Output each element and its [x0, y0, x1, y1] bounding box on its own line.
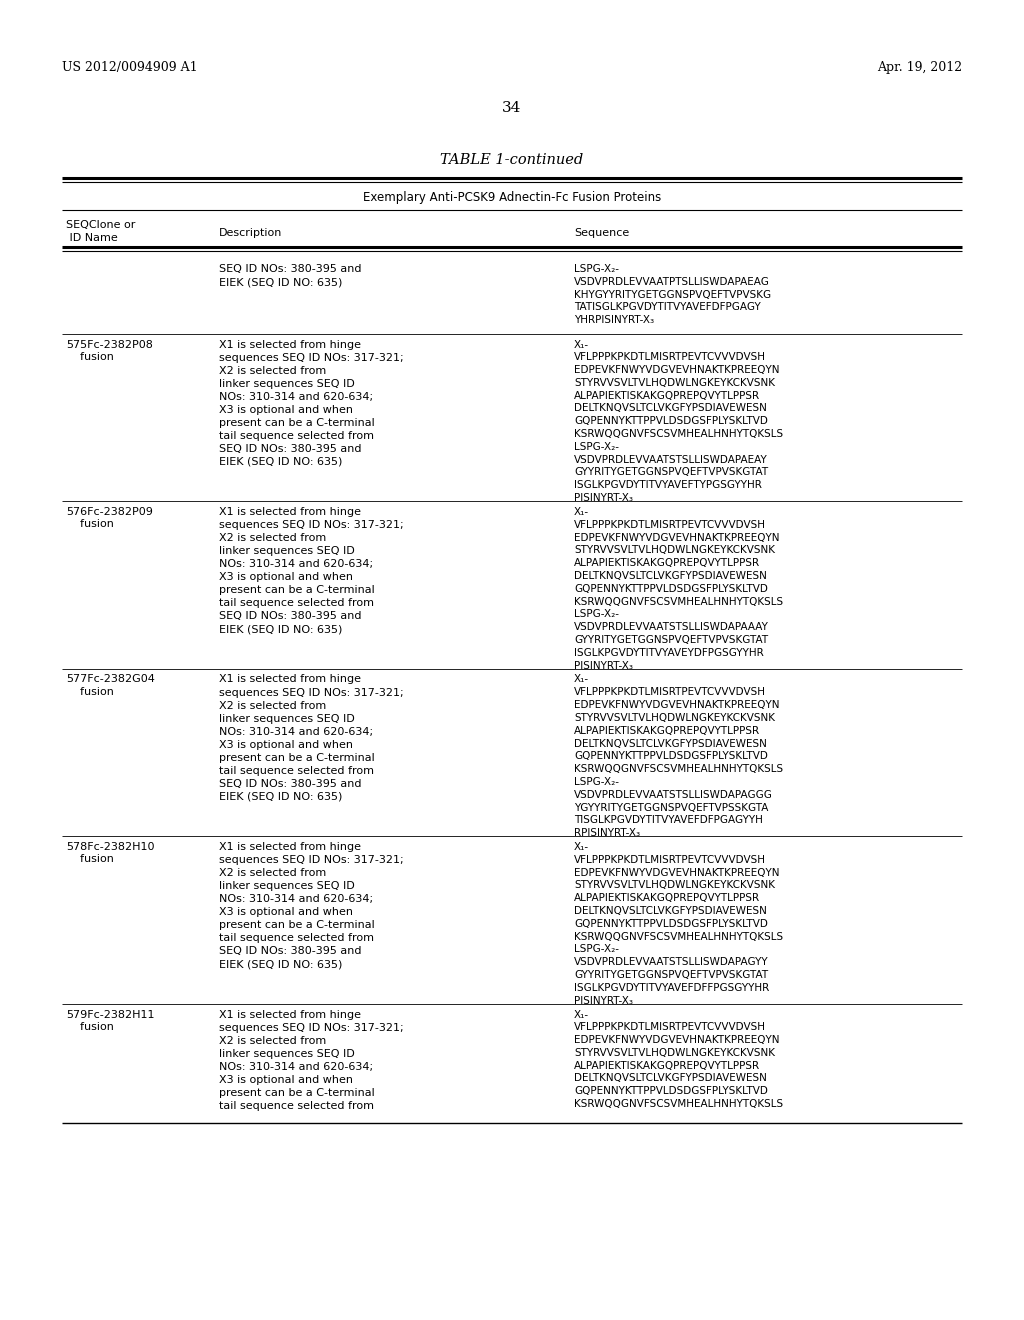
Text: X₁-
VFLPPPKPKDTLMISRTPEVTCVVVDVSH
EDPEVKFNWYVDGVEVHNAKTKPREEQYN
STYRVVSVLTVLHQDW: X₁- VFLPPPKPKDTLMISRTPEVTCVVVDVSH EDPEVK…: [574, 507, 783, 671]
Text: 576Fc-2382P09: 576Fc-2382P09: [66, 507, 153, 517]
Text: 34: 34: [503, 102, 521, 115]
Text: LSPG-X₂-
VSDVPRDLEVVAATPTSLLISWDAPAEAG
KHYGYYRITYGETGGNSPVQEFTVPVSKG
TATISGLKPGV: LSPG-X₂- VSDVPRDLEVVAATPTSLLISWDAPAEAG K…: [574, 264, 771, 325]
Text: 579Fc-2382H11: 579Fc-2382H11: [66, 1010, 155, 1019]
Text: Apr. 19, 2012: Apr. 19, 2012: [877, 62, 962, 74]
Text: X1 is selected from hinge
sequences SEQ ID NOs: 317-321;
X2 is selected from
lin: X1 is selected from hinge sequences SEQ …: [219, 507, 403, 635]
Text: fusion: fusion: [66, 1022, 114, 1032]
Text: fusion: fusion: [66, 686, 114, 697]
Text: SEQClone or: SEQClone or: [66, 220, 135, 230]
Text: fusion: fusion: [66, 519, 114, 529]
Text: Exemplary Anti-PCSK9 Adnectin-Fc Fusion Proteins: Exemplary Anti-PCSK9 Adnectin-Fc Fusion …: [362, 191, 662, 205]
Text: TABLE 1-continued: TABLE 1-continued: [440, 153, 584, 168]
Text: X₁-
VFLPPPKPKDTLMISRTPEVTCVVVDVSH
EDPEVKFNWYVDGVEVHNAKTKPREEQYN
STYRVVSVLTVLHQDW: X₁- VFLPPPKPKDTLMISRTPEVTCVVVDVSH EDPEVK…: [574, 675, 783, 838]
Text: fusion: fusion: [66, 351, 114, 362]
Text: X1 is selected from hinge
sequences SEQ ID NOs: 317-321;
X2 is selected from
lin: X1 is selected from hinge sequences SEQ …: [219, 339, 403, 467]
Text: X₁-
VFLPPPKPKDTLMISRTPEVTCVVVDVSH
EDPEVKFNWYVDGVEVHNAKTKPREEQYN
STYRVVSVLTVLHQDW: X₁- VFLPPPKPKDTLMISRTPEVTCVVVDVSH EDPEVK…: [574, 1010, 783, 1109]
Text: X₁-
VFLPPPKPKDTLMISRTPEVTCVVVDVSH
EDPEVKFNWYVDGVEVHNAKTKPREEQYN
STYRVVSVLTVLHQDW: X₁- VFLPPPKPKDTLMISRTPEVTCVVVDVSH EDPEVK…: [574, 842, 783, 1006]
Text: Description: Description: [219, 228, 283, 238]
Text: Sequence: Sequence: [574, 228, 630, 238]
Text: ID Name: ID Name: [66, 234, 118, 243]
Text: 578Fc-2382H10: 578Fc-2382H10: [66, 842, 155, 851]
Text: US 2012/0094909 A1: US 2012/0094909 A1: [62, 62, 198, 74]
Text: X₁-
VFLPPPKPKDTLMISRTPEVTCVVVDVSH
EDPEVKFNWYVDGVEVHNAKTKPREEQYN
STYRVVSVLTVLHQDW: X₁- VFLPPPKPKDTLMISRTPEVTCVVVDVSH EDPEVK…: [574, 339, 783, 503]
Text: 575Fc-2382P08: 575Fc-2382P08: [66, 339, 153, 350]
Text: X1 is selected from hinge
sequences SEQ ID NOs: 317-321;
X2 is selected from
lin: X1 is selected from hinge sequences SEQ …: [219, 1010, 403, 1110]
Text: fusion: fusion: [66, 854, 114, 865]
Text: X1 is selected from hinge
sequences SEQ ID NOs: 317-321;
X2 is selected from
lin: X1 is selected from hinge sequences SEQ …: [219, 842, 403, 969]
Text: SEQ ID NOs: 380-395 and
EIEK (SEQ ID NO: 635): SEQ ID NOs: 380-395 and EIEK (SEQ ID NO:…: [219, 264, 361, 286]
Text: X1 is selected from hinge
sequences SEQ ID NOs: 317-321;
X2 is selected from
lin: X1 is selected from hinge sequences SEQ …: [219, 675, 403, 801]
Text: 577Fc-2382G04: 577Fc-2382G04: [66, 675, 155, 685]
